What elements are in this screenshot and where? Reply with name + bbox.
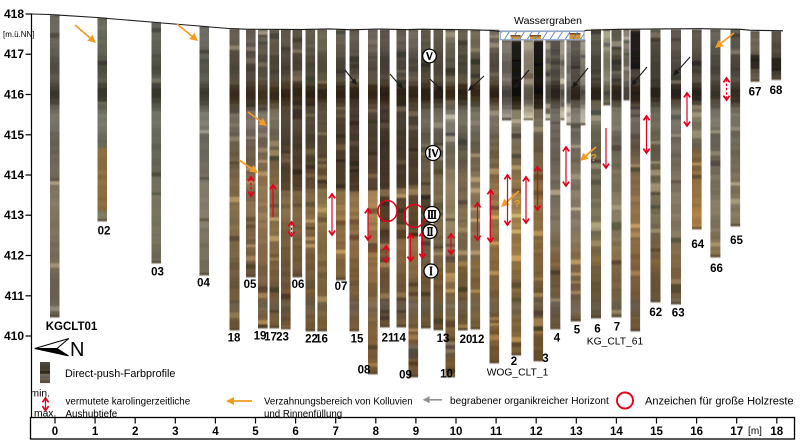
- svg-text:12: 12: [530, 426, 543, 438]
- svg-text:3: 3: [172, 426, 178, 438]
- svg-text:8: 8: [373, 426, 380, 438]
- svg-text:min.: min.: [31, 389, 50, 400]
- svg-text:02: 02: [98, 226, 111, 238]
- svg-text:5: 5: [252, 426, 259, 438]
- svg-text:410: 410: [4, 329, 24, 343]
- svg-text:413: 413: [4, 208, 24, 222]
- svg-text:2: 2: [511, 356, 517, 368]
- svg-text:14: 14: [610, 426, 623, 438]
- svg-text:7: 7: [614, 322, 620, 334]
- svg-text:7: 7: [332, 426, 338, 438]
- svg-text:?: ?: [514, 198, 520, 210]
- svg-text:414: 414: [4, 168, 24, 182]
- svg-text:12: 12: [472, 334, 485, 346]
- svg-text:KG_CLT_61: KG_CLT_61: [587, 337, 644, 348]
- svg-text:412: 412: [4, 249, 24, 263]
- svg-text:14: 14: [393, 333, 406, 345]
- svg-text:18: 18: [228, 333, 241, 345]
- svg-text:0: 0: [52, 426, 58, 438]
- svg-text:6: 6: [292, 426, 298, 438]
- svg-text:begrabener organikreicher Hori: begrabener organikreicher Horizont: [450, 396, 609, 407]
- svg-text:08: 08: [358, 365, 371, 377]
- svg-text:17: 17: [730, 426, 743, 438]
- svg-text:[m]: [m]: [748, 426, 762, 437]
- svg-text:Anzeichen für große Holzreste: Anzeichen für große Holzreste: [645, 396, 794, 408]
- svg-text:15: 15: [650, 426, 663, 438]
- svg-text:N: N: [70, 339, 84, 361]
- svg-text:Direct-push-Farbprofile: Direct-push-Farbprofile: [65, 368, 175, 380]
- svg-text:16: 16: [690, 426, 703, 438]
- svg-text:68: 68: [770, 85, 783, 97]
- svg-text:67: 67: [749, 87, 762, 99]
- svg-text:416: 416: [4, 88, 24, 102]
- svg-text:17: 17: [264, 332, 277, 344]
- svg-text:?: ?: [591, 152, 597, 164]
- svg-text:6: 6: [594, 324, 600, 336]
- svg-text:06: 06: [292, 279, 305, 291]
- svg-text:13: 13: [437, 333, 450, 345]
- svg-text:20: 20: [460, 334, 473, 346]
- svg-text:05: 05: [244, 279, 257, 291]
- svg-text:Aushubtiefe: Aushubtiefe: [66, 409, 118, 420]
- svg-text:63: 63: [672, 308, 685, 320]
- svg-text:3: 3: [542, 353, 548, 365]
- svg-text:1: 1: [92, 426, 99, 438]
- svg-text:22: 22: [305, 334, 318, 346]
- svg-text:max.: max.: [34, 409, 56, 420]
- svg-text:417: 417: [4, 47, 24, 61]
- svg-text:04: 04: [197, 278, 210, 290]
- svg-text:10: 10: [440, 369, 453, 381]
- svg-text:11: 11: [490, 426, 503, 438]
- svg-text:64: 64: [691, 239, 704, 251]
- svg-text:15: 15: [351, 334, 364, 346]
- svg-text:418: 418: [4, 7, 24, 21]
- svg-text:2: 2: [132, 426, 138, 438]
- svg-text:Verzahnungsbereich von Kolluvi: Verzahnungsbereich von Kolluvien: [264, 397, 413, 408]
- svg-text:62: 62: [649, 307, 662, 319]
- svg-text:13: 13: [570, 426, 583, 438]
- svg-text:18: 18: [770, 426, 783, 438]
- svg-text:4: 4: [554, 333, 561, 345]
- svg-text:16: 16: [315, 334, 328, 346]
- svg-text:411: 411: [5, 289, 25, 303]
- svg-text:21: 21: [382, 333, 395, 345]
- svg-text:und Rinnenfüllung: und Rinnenfüllung: [264, 409, 342, 420]
- svg-text:9: 9: [413, 426, 419, 438]
- svg-text:66: 66: [710, 263, 723, 275]
- svg-text:5: 5: [574, 325, 581, 337]
- svg-text:07: 07: [335, 281, 348, 293]
- svg-text:19: 19: [254, 331, 267, 343]
- svg-text:KGCLT01: KGCLT01: [46, 321, 98, 333]
- svg-text:03: 03: [151, 267, 164, 279]
- svg-text:4: 4: [212, 426, 219, 438]
- svg-text:415: 415: [4, 128, 24, 142]
- svg-text:Wassergraben: Wassergraben: [514, 15, 582, 27]
- svg-text:10: 10: [450, 426, 463, 438]
- svg-text:[m.ü.NN]: [m.ü.NN]: [3, 30, 35, 39]
- svg-text:vermutete karolingerzeitliche: vermutete karolingerzeitliche: [66, 397, 191, 408]
- svg-text:09: 09: [399, 370, 412, 382]
- svg-text:23: 23: [276, 332, 289, 344]
- svg-text:65: 65: [730, 235, 743, 247]
- svg-text:WOG_CLT_1: WOG_CLT_1: [487, 368, 549, 379]
